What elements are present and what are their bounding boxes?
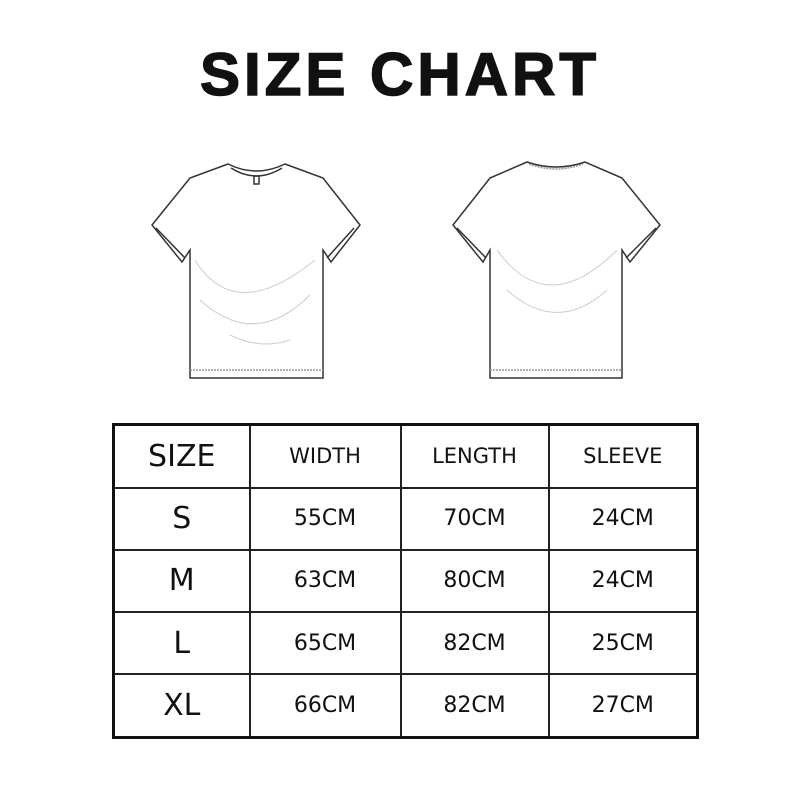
size-cell: XL (112, 673, 251, 739)
t-shirt-back-illustration (452, 161, 661, 379)
header-length: LENGTH (399, 423, 550, 489)
width-cell: 65CM (248, 611, 402, 676)
width-cell: 63CM (248, 548, 402, 614)
length-cell: 80CM (399, 548, 550, 614)
size-cell: L (112, 611, 251, 676)
table-row: M 63CM 80CM 24CM (112, 548, 699, 614)
header-size: SIZE (112, 423, 251, 489)
table-row: XL 66CM 82CM 27CM (112, 673, 699, 739)
table-header-row: SIZE WIDTH LENGTH SLEEVE (112, 423, 699, 489)
header-sleeve: SLEEVE (547, 423, 699, 489)
sleeve-cell: 27CM (547, 673, 699, 739)
table-row: L 65CM 82CM 25CM (112, 611, 699, 676)
page-title: SIZE CHART (199, 40, 600, 109)
width-cell: 66CM (248, 673, 402, 739)
size-cell: M (112, 548, 251, 614)
length-cell: 70CM (399, 486, 550, 551)
table-row: S 55CM 70CM 24CM (112, 486, 699, 551)
length-cell: 82CM (399, 673, 550, 739)
header-width: WIDTH (248, 423, 402, 489)
sleeve-cell: 24CM (547, 548, 699, 614)
t-shirt-front-illustration (151, 163, 361, 379)
width-cell: 55CM (248, 486, 402, 551)
length-cell: 82CM (399, 611, 550, 676)
sleeve-cell: 24CM (547, 486, 699, 551)
sleeve-cell: 25CM (547, 611, 699, 676)
size-table: SIZE WIDTH LENGTH SLEEVE S 55CM 70CM 24C… (112, 423, 699, 739)
size-cell: S (112, 486, 251, 551)
